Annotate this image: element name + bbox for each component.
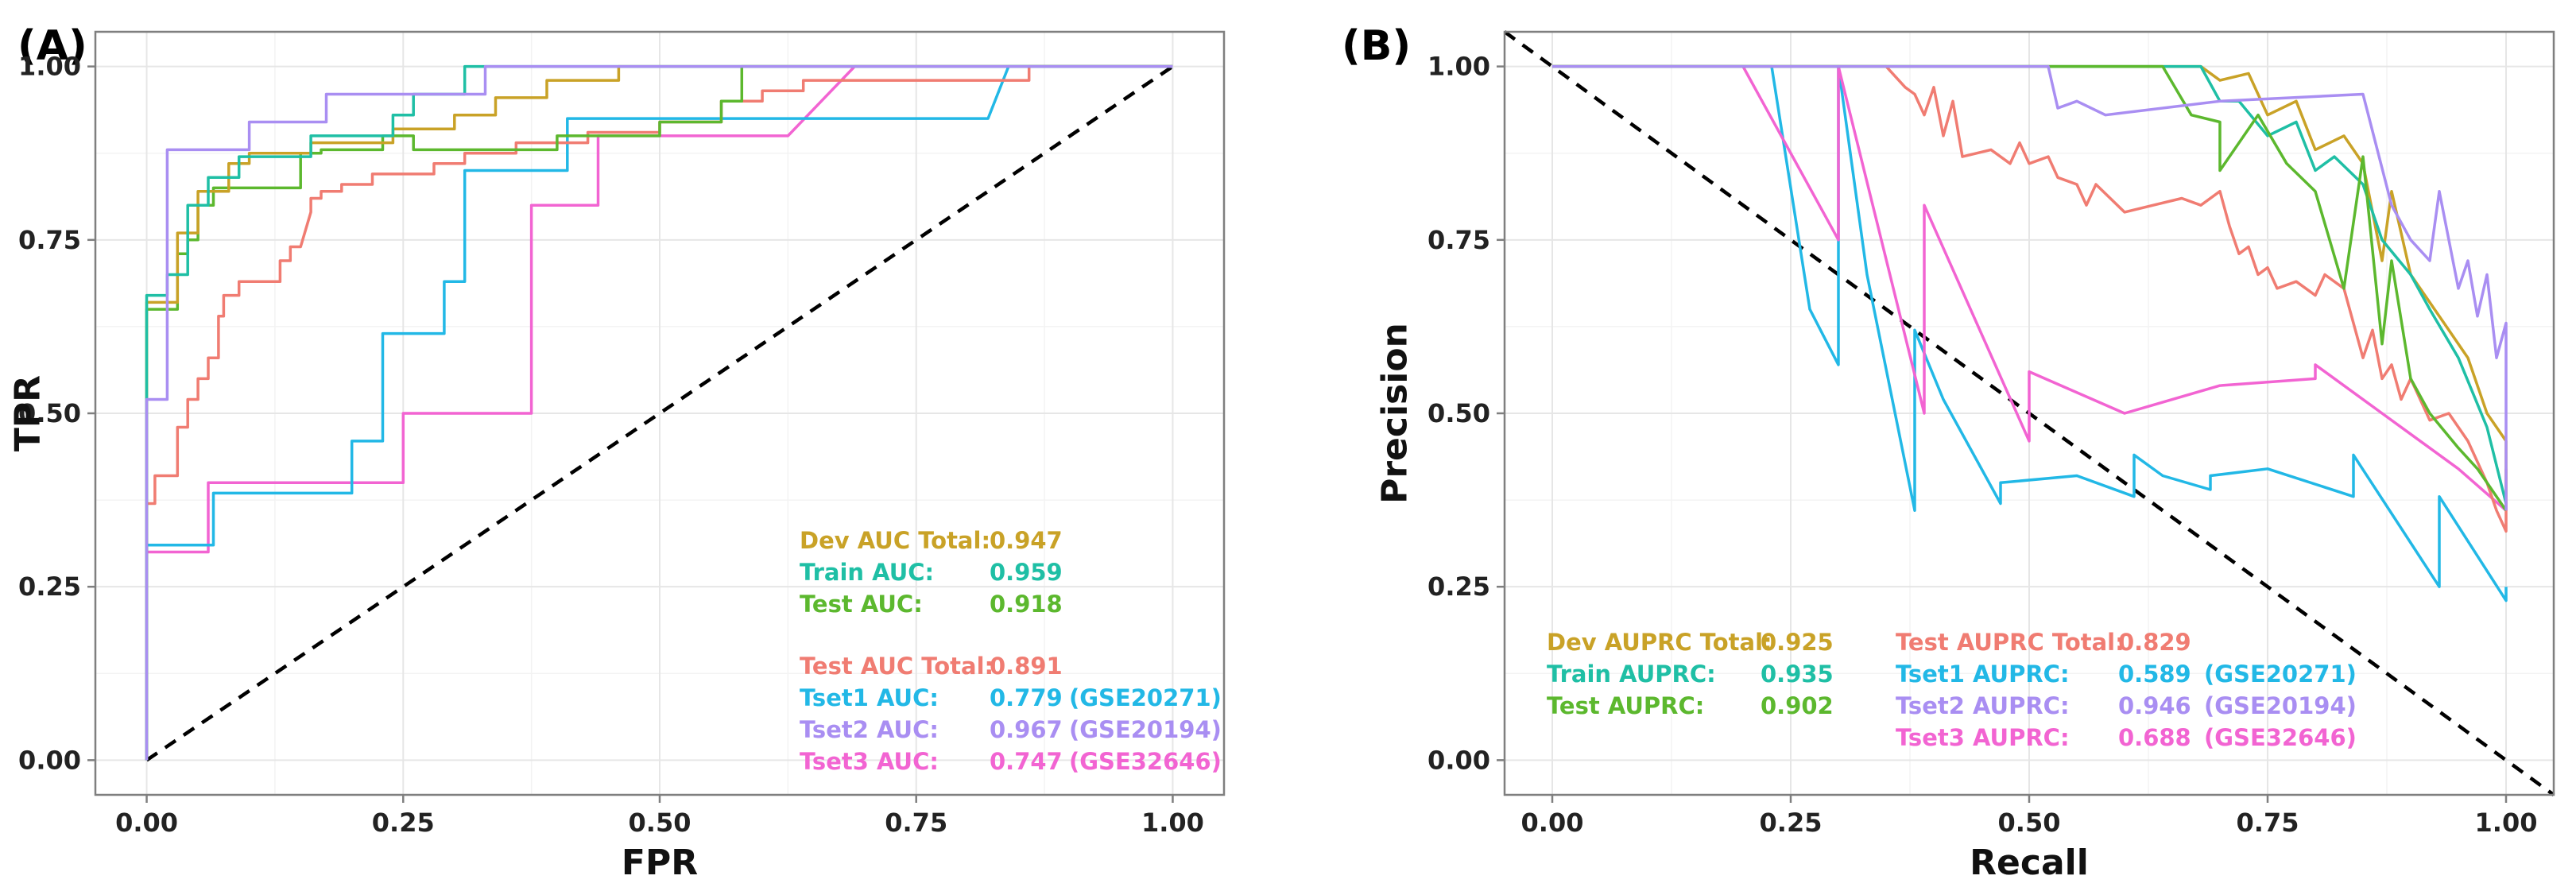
x-tick-label: 1.00 [2475,808,2538,838]
roc-curves [145,64,1173,761]
legend-label-dev: Dev AUPRC Total: [1547,629,1772,656]
legend-dataset-tset1: (GSE20271) [1069,684,1222,711]
legend-label-tset1: Tset1 AUC: [800,684,939,711]
legend-value-train: 0.959 [990,559,1063,586]
legend-dataset-tset1: (GSE20271) [2204,661,2357,688]
curve-tset3 [1552,64,2508,512]
roc-panel: (A) 0.00 0.00 0.25 0.25 0.50 0.50 0.75 0.75 1.00… [8,22,1226,883]
curve-tset2 [1552,64,2508,511]
legend-value-tset2: 0.946 [2118,692,2191,719]
x-tick-label: 0.00 [1521,808,1584,838]
x-tick-label: 0.75 [2237,808,2299,838]
pr-y-axis-title: Precision [1375,323,1416,504]
pr-axis-ticks: 0.00 0.00 0.25 0.25 0.50 0.50 0.75 0.75 1.00 1.00 [1427,52,2537,838]
legend-value-testTotal: 0.829 [2118,629,2191,656]
legend-value-testTotal: 0.891 [990,653,1063,680]
legend-value-dev: 0.947 [990,527,1063,554]
legend-value-tset1: 0.779 [990,684,1063,711]
panel-label-a: (A) [17,22,87,70]
pr-legend: Dev AUPRC Total:0.925 Train AUPRC: 0.935 Te… [1547,629,2357,751]
legend-label-tset2: Tset2 AUPRC: [1896,692,2070,719]
pr-panel: (B) 0.00 0.00 0.25 0.25 0.50 0.50 0.75 0.75 1.00… [1342,22,2555,883]
legend-label-test: Test AUPRC: [1547,692,1704,719]
panel-label-b: (B) [1342,22,1411,70]
x-tick-label: 0.75 [885,808,947,838]
y-tick-label: 0.75 [1427,225,1490,255]
legend-label-test: Test AUC: [800,591,923,618]
legend-dataset-tset3: (GSE32646) [1069,748,1222,775]
roc-axis-ticks: 0.00 0.00 0.25 0.25 0.50 0.50 0.75 0.75 1.00 1.00 [18,52,1204,838]
legend-label-train: Train AUC: [800,559,934,586]
pr-x-axis-title: Recall [1970,843,2089,883]
pr-curves [1552,64,2508,602]
legend-value-tset2: 0.967 [990,716,1063,743]
legend-label-testTotal: Test AUC Total: [800,653,994,680]
roc-legend: Dev AUC Total:0.947 Train AUC: 0.959 Test A… [800,527,1222,775]
legend-value-test: 0.902 [1761,692,1834,719]
legend-value-tset3: 0.747 [990,748,1063,775]
legend-label-tset3: Tset3 AUPRC: [1896,724,2070,751]
curve-tset1 [145,64,1173,761]
y-tick-label: 1.00 [1427,52,1490,82]
legend-label-tset2: Tset2 AUC: [800,716,939,743]
curve-testTotal [1552,64,2508,533]
x-tick-label: 0.50 [1998,808,2061,838]
y-tick-label: 0.25 [18,571,81,602]
legend-label-testTotal: Test AUPRC Total: [1896,629,2125,656]
legend-label-tset3: Tset3 AUC: [800,748,939,775]
y-tick-label: 0.50 [18,398,81,428]
y-tick-label: 0.00 [1427,745,1490,775]
legend-label-dev: Dev AUC Total: [800,527,990,554]
y-tick-label: 0.25 [1427,571,1490,602]
legend-dataset-tset2: (GSE20194) [1069,716,1222,743]
x-tick-label: 0.25 [1760,808,1823,838]
y-tick-label: 0.75 [18,225,81,255]
legend-label-train: Train AUPRC: [1547,661,1716,688]
roc-diagonal-reference-line [145,64,1174,762]
legend-dataset-tset2: (GSE20194) [2204,692,2357,719]
legend-label-tset1: Tset1 AUPRC: [1896,661,2070,688]
legend-value-tset1: 0.589 [2118,661,2191,688]
y-tick-label: 1.00 [18,52,81,82]
x-tick-label: 0.25 [372,808,435,838]
legend-value-test: 0.918 [990,591,1063,618]
x-tick-label: 1.00 [1141,808,1204,838]
legend-value-tset3: 0.688 [2118,724,2191,751]
legend-value-train: 0.935 [1761,661,1834,688]
x-tick-label: 0.50 [629,808,691,838]
y-tick-label: 0.00 [18,745,81,775]
x-tick-label: 0.00 [115,808,178,838]
legend-dataset-tset3: (GSE32646) [2204,724,2357,751]
y-tick-label: 0.50 [1427,398,1490,428]
legend-value-dev: 0.925 [1761,629,1834,656]
curve-test [1552,64,2508,512]
roc-y-axis-title: TPR [8,375,48,451]
roc-x-axis-title: FPR [622,843,698,883]
curve-tset3 [145,64,1173,761]
curve-tset2 [145,64,1173,761]
